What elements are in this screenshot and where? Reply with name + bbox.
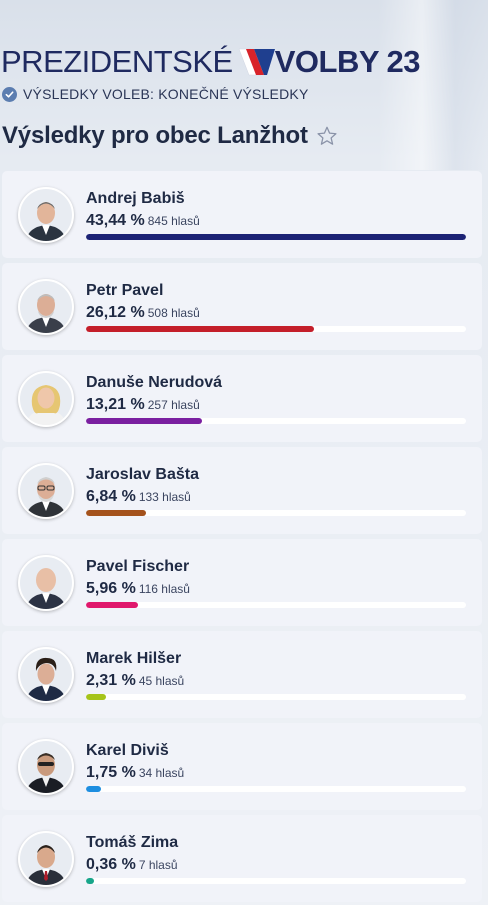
candidate-list: Andrej Babiš 43,44 % 845 hlasů Petr Pavel… bbox=[2, 171, 482, 905]
result-bar-fill bbox=[86, 602, 139, 608]
candidate-percent: 26,12 % bbox=[86, 304, 145, 321]
candidate-stats: 5,96 % 116 hlasů bbox=[86, 580, 190, 598]
page-title: Výsledky pro obec Lanžhot bbox=[2, 122, 308, 149]
candidate-name: Marek Hilšer bbox=[86, 650, 182, 667]
candidate-percent: 5,96 % bbox=[86, 580, 136, 597]
candidate-stats: 6,84 % 133 hlasů bbox=[86, 488, 191, 506]
candidate-stats: 26,12 % 508 hlasů bbox=[86, 304, 200, 322]
result-bar-track bbox=[86, 786, 466, 792]
flag-icon bbox=[237, 45, 277, 79]
result-bar-fill bbox=[86, 418, 202, 424]
candidate-card[interactable]: Petr Pavel 26,12 % 508 hlasů bbox=[2, 263, 482, 350]
header: PREZIDENTSKÉ VOLBY 23 VÝSLEDKY VOLEB: KO… bbox=[0, 42, 488, 102]
candidate-stats: 13,21 % 257 hlasů bbox=[86, 396, 200, 414]
result-bar-fill bbox=[86, 786, 102, 792]
candidate-percent: 0,36 % bbox=[86, 856, 136, 873]
candidate-name: Petr Pavel bbox=[86, 282, 164, 299]
candidate-avatar bbox=[18, 739, 74, 795]
candidate-votes: 116 hlasů bbox=[138, 582, 190, 596]
result-bar-track bbox=[86, 326, 466, 332]
results-status: VÝSLEDKY VOLEB: KONEČNÉ VÝSLEDKY bbox=[2, 86, 488, 102]
candidate-card[interactable]: Marek Hilšer 2,31 % 45 hlasů bbox=[2, 631, 482, 718]
candidate-card[interactable]: Karel Diviš 1,75 % 34 hlasů bbox=[2, 723, 482, 810]
candidate-votes: 7 hlasů bbox=[138, 858, 178, 872]
result-bar-fill bbox=[86, 326, 315, 332]
brand-right-text: VOLBY 23 bbox=[274, 44, 421, 79]
candidate-avatar bbox=[18, 371, 74, 427]
candidate-percent: 1,75 % bbox=[86, 764, 136, 781]
candidate-votes: 257 hlasů bbox=[147, 398, 200, 412]
result-bar-fill bbox=[86, 694, 107, 700]
result-bar-track bbox=[86, 602, 466, 608]
candidate-name: Danuše Nerudová bbox=[86, 374, 223, 391]
candidate-stats: 0,36 % 7 hlasů bbox=[86, 856, 178, 874]
candidate-percent: 6,84 % bbox=[86, 488, 136, 505]
candidate-percent: 43,44 % bbox=[86, 212, 145, 229]
candidate-votes: 845 hlasů bbox=[147, 214, 200, 228]
candidate-avatar bbox=[18, 831, 74, 887]
result-bar-track bbox=[86, 878, 466, 884]
result-bar-track bbox=[86, 418, 466, 424]
candidate-avatar bbox=[18, 279, 74, 335]
candidate-name: Karel Diviš bbox=[86, 742, 169, 759]
candidate-avatar bbox=[18, 187, 74, 243]
candidate-votes: 508 hlasů bbox=[147, 306, 200, 320]
candidate-name: Jaroslav Bašta bbox=[86, 466, 199, 483]
candidate-percent: 13,21 % bbox=[86, 396, 145, 413]
candidate-percent: 2,31 % bbox=[86, 672, 136, 689]
result-bar-fill bbox=[86, 878, 94, 884]
candidate-stats: 1,75 % 34 hlasů bbox=[86, 764, 184, 782]
candidate-card[interactable]: Jaroslav Bašta 6,84 % 133 hlasů bbox=[2, 447, 482, 534]
result-bar-track bbox=[86, 694, 466, 700]
status-text: VÝSLEDKY VOLEB: KONEČNÉ VÝSLEDKY bbox=[23, 86, 309, 102]
title-row: Výsledky pro obec Lanžhot bbox=[2, 122, 338, 150]
candidate-name: Pavel Fischer bbox=[86, 558, 190, 575]
result-bar-fill bbox=[86, 510, 146, 516]
check-icon bbox=[2, 86, 17, 102]
candidate-avatar bbox=[18, 463, 74, 519]
candidate-name: Andrej Babiš bbox=[86, 190, 185, 207]
result-bar-track bbox=[86, 510, 466, 516]
candidate-votes: 133 hlasů bbox=[138, 490, 191, 504]
candidate-card[interactable]: Tomáš Zima 0,36 % 7 hlasů bbox=[2, 815, 482, 902]
candidate-avatar bbox=[18, 647, 74, 703]
candidate-name: Tomáš Zima bbox=[86, 834, 179, 851]
candidate-card[interactable]: Pavel Fischer 5,96 % 116 hlasů bbox=[2, 539, 482, 626]
candidate-avatar bbox=[18, 555, 74, 611]
result-bar-fill bbox=[86, 234, 466, 240]
candidate-votes: 45 hlasů bbox=[138, 674, 185, 688]
result-bar-track bbox=[86, 234, 466, 240]
candidate-stats: 2,31 % 45 hlasů bbox=[86, 672, 184, 690]
candidate-card[interactable]: Danuše Nerudová 13,21 % 257 hlasů bbox=[2, 355, 482, 442]
star-icon[interactable] bbox=[316, 125, 338, 147]
candidate-card[interactable]: Andrej Babiš 43,44 % 845 hlasů bbox=[2, 171, 482, 258]
candidate-stats: 43,44 % 845 hlasů bbox=[86, 212, 200, 230]
brand-left-text: PREZIDENTSKÉ bbox=[1, 44, 233, 79]
brand-logo[interactable]: PREZIDENTSKÉ VOLBY 23 bbox=[0, 42, 488, 82]
candidate-votes: 34 hlasů bbox=[138, 766, 185, 780]
